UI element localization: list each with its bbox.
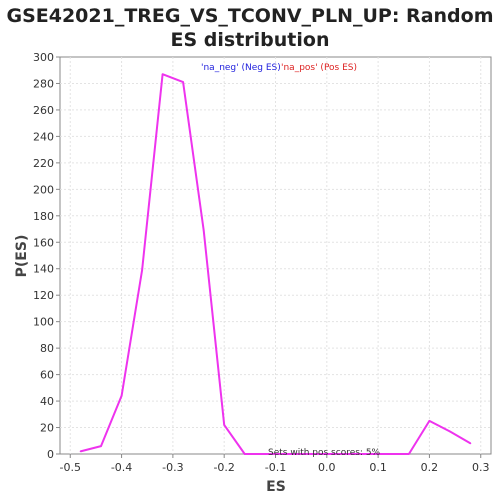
es-data-point — [120, 394, 123, 397]
series-layer — [79, 73, 472, 455]
x-tick-label: 0.2 — [421, 461, 439, 474]
es-data-point — [367, 453, 369, 455]
y-tick-label: 300 — [33, 51, 54, 64]
es-data-point — [141, 269, 143, 271]
x-tick-label: -0.3 — [162, 461, 183, 474]
y-tick-label: 220 — [33, 157, 54, 170]
y-tick-label: 280 — [33, 77, 54, 90]
y-tick-label: 40 — [40, 395, 54, 408]
x-axis-title: ES — [266, 479, 286, 495]
y-tick-label: 240 — [33, 130, 54, 143]
es-data-point — [469, 442, 472, 445]
es-data-point — [284, 453, 287, 455]
y-tick-label: 80 — [40, 342, 54, 355]
es-series-line — [80, 73, 472, 455]
y-tick-label: 0 — [47, 448, 54, 461]
legend-pos: 'na_pos' (Pos ES) — [281, 63, 357, 73]
x-tick-label: 0.3 — [472, 461, 490, 474]
es-data-point — [408, 453, 410, 455]
plot-area — [59, 56, 492, 455]
x-tick-label: -0.4 — [111, 461, 132, 474]
chart-title-line-1: GSE42021_TREG_VS_TCONV_PLN_UP: Random — [6, 5, 493, 27]
legend-neg: 'na_neg' (Neg ES) — [201, 63, 281, 73]
y-tick-label: 160 — [33, 236, 54, 249]
axis-ticks: 0 20 40 60 80 100 120 140 160 180 200 220 240 260 280 3… — [33, 51, 489, 474]
es-data-point — [346, 453, 349, 455]
x-tick-label: 0.1 — [369, 461, 387, 474]
y-tick-label: 20 — [40, 422, 54, 435]
y-tick-label: 180 — [33, 210, 54, 223]
y-tick-label: 120 — [33, 289, 54, 302]
es-data-point — [223, 424, 225, 426]
es-data-point — [264, 453, 267, 455]
y-tick-label: 260 — [33, 104, 54, 117]
es-data-point — [449, 430, 451, 433]
es-data-point — [428, 420, 431, 422]
y-tick-label: 100 — [33, 316, 54, 329]
x-tick-label: -0.2 — [213, 461, 234, 474]
y-tick-label: 60 — [40, 369, 54, 382]
es-data-point — [161, 73, 164, 76]
x-tick-label: -0.1 — [265, 461, 286, 474]
x-tick-label: -0.5 — [60, 461, 81, 474]
es-data-point — [243, 453, 246, 455]
es-data-point — [182, 81, 184, 83]
x-tick-label: 0.0 — [318, 461, 336, 474]
y-axis-title: P(ES) — [14, 235, 30, 278]
y-tick-label: 140 — [33, 263, 54, 276]
es-data-point — [387, 453, 390, 455]
es-data-point — [202, 229, 205, 232]
chart-title-line-2: ES distribution — [171, 29, 330, 51]
pos-score-annotation: Sets with pos scores: 5% — [268, 448, 381, 458]
es-data-point — [100, 445, 102, 447]
es-data-point — [326, 453, 328, 455]
es-data-point — [79, 450, 82, 453]
es-data-point — [305, 453, 308, 455]
y-tick-label: 200 — [33, 183, 54, 196]
